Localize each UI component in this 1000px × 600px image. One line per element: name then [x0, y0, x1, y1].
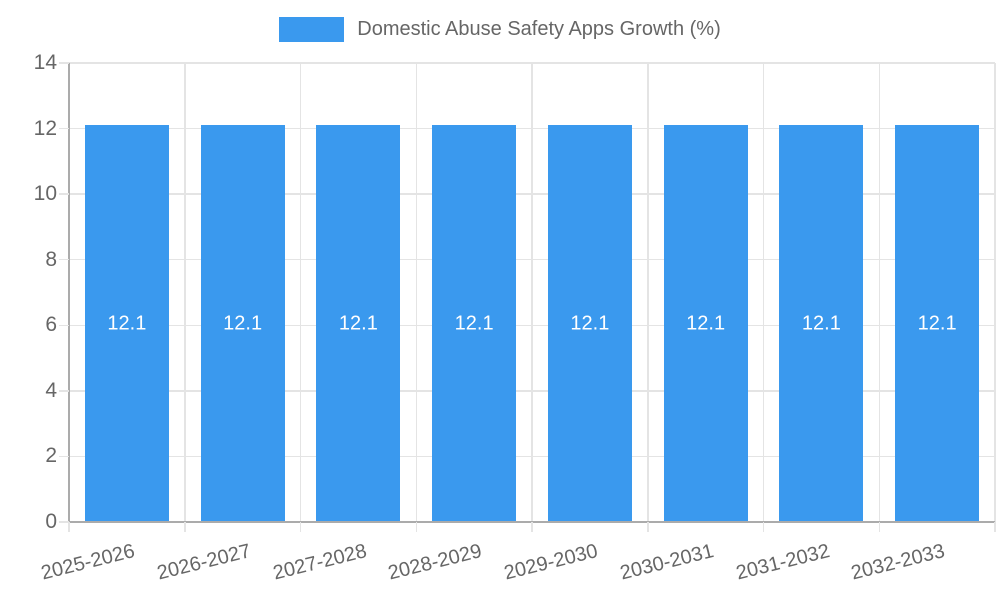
bar[interactable]: 12.1 [432, 125, 517, 522]
bar-value-label: 12.1 [454, 312, 494, 335]
y-axis-tick [59, 455, 69, 458]
legend-item[interactable]: Domestic Abuse Safety Apps Growth (%) [279, 17, 721, 42]
x-axis-tick-label: 2031-2032 [733, 540, 832, 585]
y-axis-tick-label: 4 [45, 378, 57, 402]
y-axis-tick [59, 390, 69, 392]
x-axis-tick [647, 522, 649, 532]
x-axis-tick-label: 2030-2031 [617, 540, 716, 585]
x-axis-tick-label: 2027-2028 [270, 540, 369, 585]
bar-value-label: 12.1 [686, 312, 726, 335]
bar[interactable]: 12.1 [895, 125, 980, 522]
y-axis-tick [59, 324, 69, 327]
bar-value-label: 12.1 [338, 312, 378, 335]
y-axis-tick-label: 2 [45, 444, 57, 468]
x-axis-tick-label: 2025-2026 [39, 540, 138, 585]
y-axis-tick [59, 127, 69, 130]
bar[interactable]: 12.1 [547, 125, 632, 522]
v-gridline [994, 63, 996, 522]
bar-value-label: 12.1 [570, 312, 610, 335]
v-gridline [299, 63, 302, 522]
x-axis-tick-label: 2032-2033 [849, 540, 948, 585]
y-axis-tick-label: 10 [33, 182, 57, 206]
y-axis-tick-label: 14 [33, 51, 57, 74]
bar[interactable]: 12.1 [316, 125, 401, 522]
x-axis-tick [762, 522, 765, 532]
bar[interactable]: 12.1 [663, 125, 748, 522]
bar[interactable]: 12.1 [84, 125, 169, 522]
bar-value-label: 12.1 [223, 312, 263, 335]
bar[interactable]: 12.1 [779, 125, 864, 522]
y-axis-tick-label: 8 [45, 247, 57, 271]
bar-value-label: 12.1 [107, 312, 147, 335]
x-axis-tick [415, 522, 417, 532]
x-axis-tick-label: 2026-2027 [154, 540, 253, 585]
bar[interactable]: 12.1 [200, 125, 285, 522]
bar-value-label: 12.1 [917, 312, 957, 335]
legend-swatch-icon [279, 17, 345, 42]
v-gridline [878, 63, 880, 522]
x-axis-tick-label: 2029-2030 [502, 540, 601, 585]
plot-area: 12.1 12.1 12.1 12.1 12.1 12.1 12.1 12.1 [69, 62, 996, 522]
y-axis-tick-label: 12 [33, 116, 57, 140]
x-axis-tick [184, 522, 186, 532]
y-axis-tick [59, 258, 69, 261]
bar-value-label: 12.1 [801, 312, 841, 335]
v-gridline [762, 63, 765, 522]
x-axis-tick [299, 522, 302, 532]
y-axis-tick [59, 193, 69, 195]
x-axis-tick [878, 522, 880, 532]
v-gridline [647, 63, 649, 522]
y-axis-tick [59, 521, 69, 523]
y-axis-tick-label: 0 [45, 510, 57, 533]
x-axis-tick [531, 522, 533, 532]
y-axis-tick [59, 62, 69, 64]
v-gridline [531, 63, 533, 522]
x-axis-tick-label: 2028-2029 [386, 540, 485, 585]
x-axis-tick [994, 522, 996, 532]
y-axis-tick-label: 6 [45, 313, 57, 337]
legend-label: Domestic Abuse Safety Apps Growth (%) [357, 18, 721, 40]
x-axis-tick [68, 522, 70, 532]
v-gridline [415, 63, 417, 522]
y-axis-line [68, 63, 70, 524]
chart-legend: Domestic Abuse Safety Apps Growth (%) [0, 17, 1000, 42]
v-gridline [184, 63, 186, 522]
